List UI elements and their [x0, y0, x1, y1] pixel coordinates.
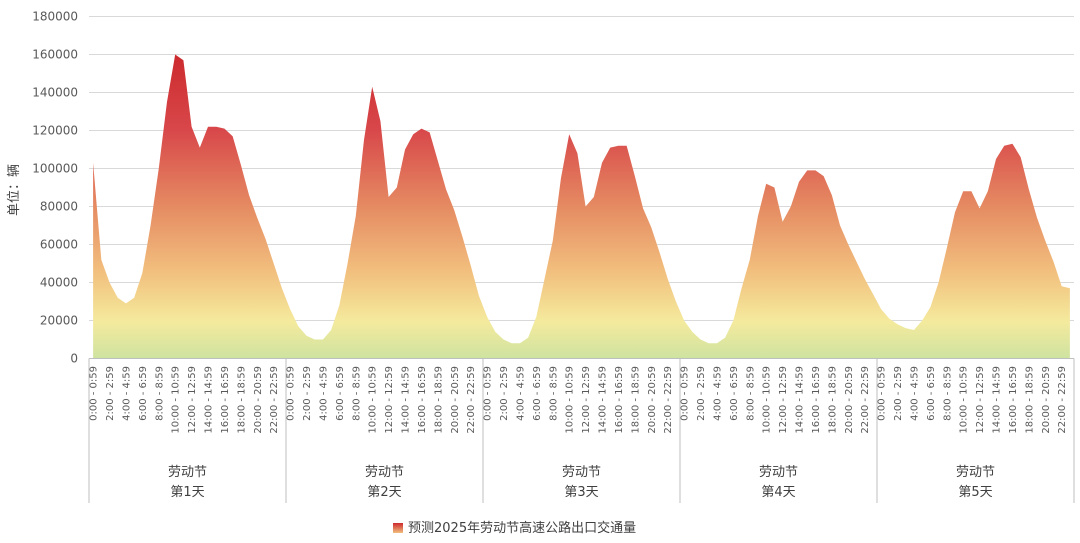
x-axis: 0:00 - 0:59 2:00 - 2:59 4:00 - 4:59 6:00 - …	[89, 358, 1074, 434]
y-axis: 0 20000 40000 60000 80000 100000 120000 140000 1…	[32, 10, 78, 366]
x-tick-label: 18:00 - 18:59	[827, 366, 838, 434]
x-tick-label: 16:00 - 16:59	[220, 366, 231, 434]
day-label-line2: 第3天	[564, 485, 598, 500]
day-label-line1: 劳动节	[956, 464, 995, 480]
x-tick-label: 4:00 - 4:59	[712, 366, 723, 421]
x-tick-label: 20:00 - 20:59	[253, 366, 264, 434]
x-tick-label: 12:00 - 12:59	[384, 366, 395, 434]
x-tick-label: 10:00 - 10:59	[959, 366, 970, 434]
y-tick-label: 120000	[32, 124, 78, 138]
x-tick-label: 2:00 - 2:59	[893, 366, 904, 421]
series-area	[93, 54, 1070, 359]
x-tick-label: 2:00 - 2:59	[696, 366, 707, 421]
x-tick-label: 10:00 - 10:59	[762, 366, 773, 434]
series-area-fill	[93, 54, 1070, 359]
x-tick-label: 0:00 - 0:59	[89, 366, 100, 421]
x-tick-label: 16:00 - 16:59	[811, 366, 822, 434]
day-label-line1: 劳动节	[365, 464, 404, 480]
x-tick-label: 8:00 - 8:59	[154, 366, 165, 421]
x-tick-label: 18:00 - 18:59	[630, 366, 641, 434]
x-tick-label: 0:00 - 0:59	[286, 366, 297, 421]
day-label-line1: 劳动节	[759, 464, 798, 480]
x-tick-label: 0:00 - 0:59	[680, 366, 691, 421]
legend-label: 预测2025年劳动节高速公路出口交通量	[408, 520, 636, 536]
x-tick-label: 0:00 - 0:59	[877, 366, 888, 421]
x-tick-label: 6:00 - 6:59	[729, 366, 740, 421]
x-tick-label: 16:00 - 16:59	[417, 366, 428, 434]
y-tick-label: 0	[70, 352, 78, 366]
x-tick-label: 10:00 - 10:59	[368, 366, 379, 434]
x-tick-label: 8:00 - 8:59	[548, 366, 559, 421]
y-tick-label: 100000	[32, 162, 78, 176]
x-tick-label: 22:00 - 22:59	[860, 366, 871, 434]
x-tick-label: 18:00 - 18:59	[433, 366, 444, 434]
x-tick-label: 6:00 - 6:59	[138, 366, 149, 421]
x-tick-label: 4:00 - 4:59	[909, 366, 920, 421]
x-tick-label: 2:00 - 2:59	[302, 366, 313, 421]
x-tick-label: 10:00 - 10:59	[565, 366, 576, 434]
y-tick-label: 40000	[40, 276, 78, 290]
y-tick-label: 140000	[32, 86, 78, 100]
x-tick-label: 20:00 - 20:59	[450, 366, 461, 434]
x-tick-label: 4:00 - 4:59	[515, 366, 526, 421]
x-tick-label: 2:00 - 2:59	[105, 366, 116, 421]
day-label-line1: 劳动节	[562, 464, 601, 480]
y-tick-label: 160000	[32, 48, 78, 62]
x-tick-label: 14:00 - 14:59	[204, 366, 215, 434]
x-tick-label: 6:00 - 6:59	[926, 366, 937, 421]
x-tick-label: 20:00 - 20:59	[844, 366, 855, 434]
x-tick-label: 14:00 - 14:59	[795, 366, 806, 434]
x-tick-label: 22:00 - 22:59	[466, 366, 477, 434]
x-tick-label: 12:00 - 12:59	[187, 366, 198, 434]
y-tick-label: 20000	[40, 314, 78, 328]
day-label-line2: 第1天	[170, 485, 204, 500]
x-tick-label: 8:00 - 8:59	[745, 366, 756, 421]
x-tick-label: 10:00 - 10:59	[171, 366, 182, 434]
day-label-line2: 第4天	[761, 485, 795, 500]
x-tick-label: 12:00 - 12:59	[581, 366, 592, 434]
x-tick-label: 20:00 - 20:59	[1041, 366, 1052, 434]
x-tick-label: 8:00 - 8:59	[351, 366, 362, 421]
x-tick-label: 14:00 - 14:59	[401, 366, 412, 434]
day-label-line1: 劳动节	[168, 464, 207, 480]
x-tick-label: 18:00 - 18:59	[1024, 366, 1035, 434]
x-tick-label: 14:00 - 14:59	[598, 366, 609, 434]
x-tick-label: 16:00 - 16:59	[1008, 366, 1019, 434]
x-tick-label: 0:00 - 0:59	[483, 366, 494, 421]
x-tick-label: 14:00 - 14:59	[992, 366, 1003, 434]
x-tick-label: 22:00 - 22:59	[269, 366, 280, 434]
day-label-line2: 第5天	[958, 485, 992, 500]
y-axis-title: 单位：辆	[7, 164, 22, 216]
x-tick-label: 22:00 - 22:59	[663, 366, 674, 434]
x-tick-label: 4:00 - 4:59	[121, 366, 132, 421]
x-tick-label: 2:00 - 2:59	[499, 366, 510, 421]
x-tick-label: 12:00 - 12:59	[778, 366, 789, 434]
x-tick-label: 8:00 - 8:59	[942, 366, 953, 421]
legend-swatch	[393, 523, 403, 533]
x-tick-label: 16:00 - 16:59	[614, 366, 625, 434]
x-tick-label: 20:00 - 20:59	[647, 366, 658, 434]
y-tick-label: 180000	[32, 10, 78, 24]
x-tick-label: 6:00 - 6:59	[532, 366, 543, 421]
y-tick-label: 80000	[40, 200, 78, 214]
x-tick-label: 22:00 - 22:59	[1057, 366, 1068, 434]
x-tick-label: 18:00 - 18:59	[236, 366, 247, 434]
x-tick-label: 6:00 - 6:59	[335, 366, 346, 421]
y-tick-label: 60000	[40, 238, 78, 252]
legend: 预测2025年劳动节高速公路出口交通量	[393, 520, 636, 536]
day-label-line2: 第2天	[367, 485, 401, 500]
x-tick-label: 12:00 - 12:59	[975, 366, 986, 434]
x-tick-label: 4:00 - 4:59	[318, 366, 329, 421]
